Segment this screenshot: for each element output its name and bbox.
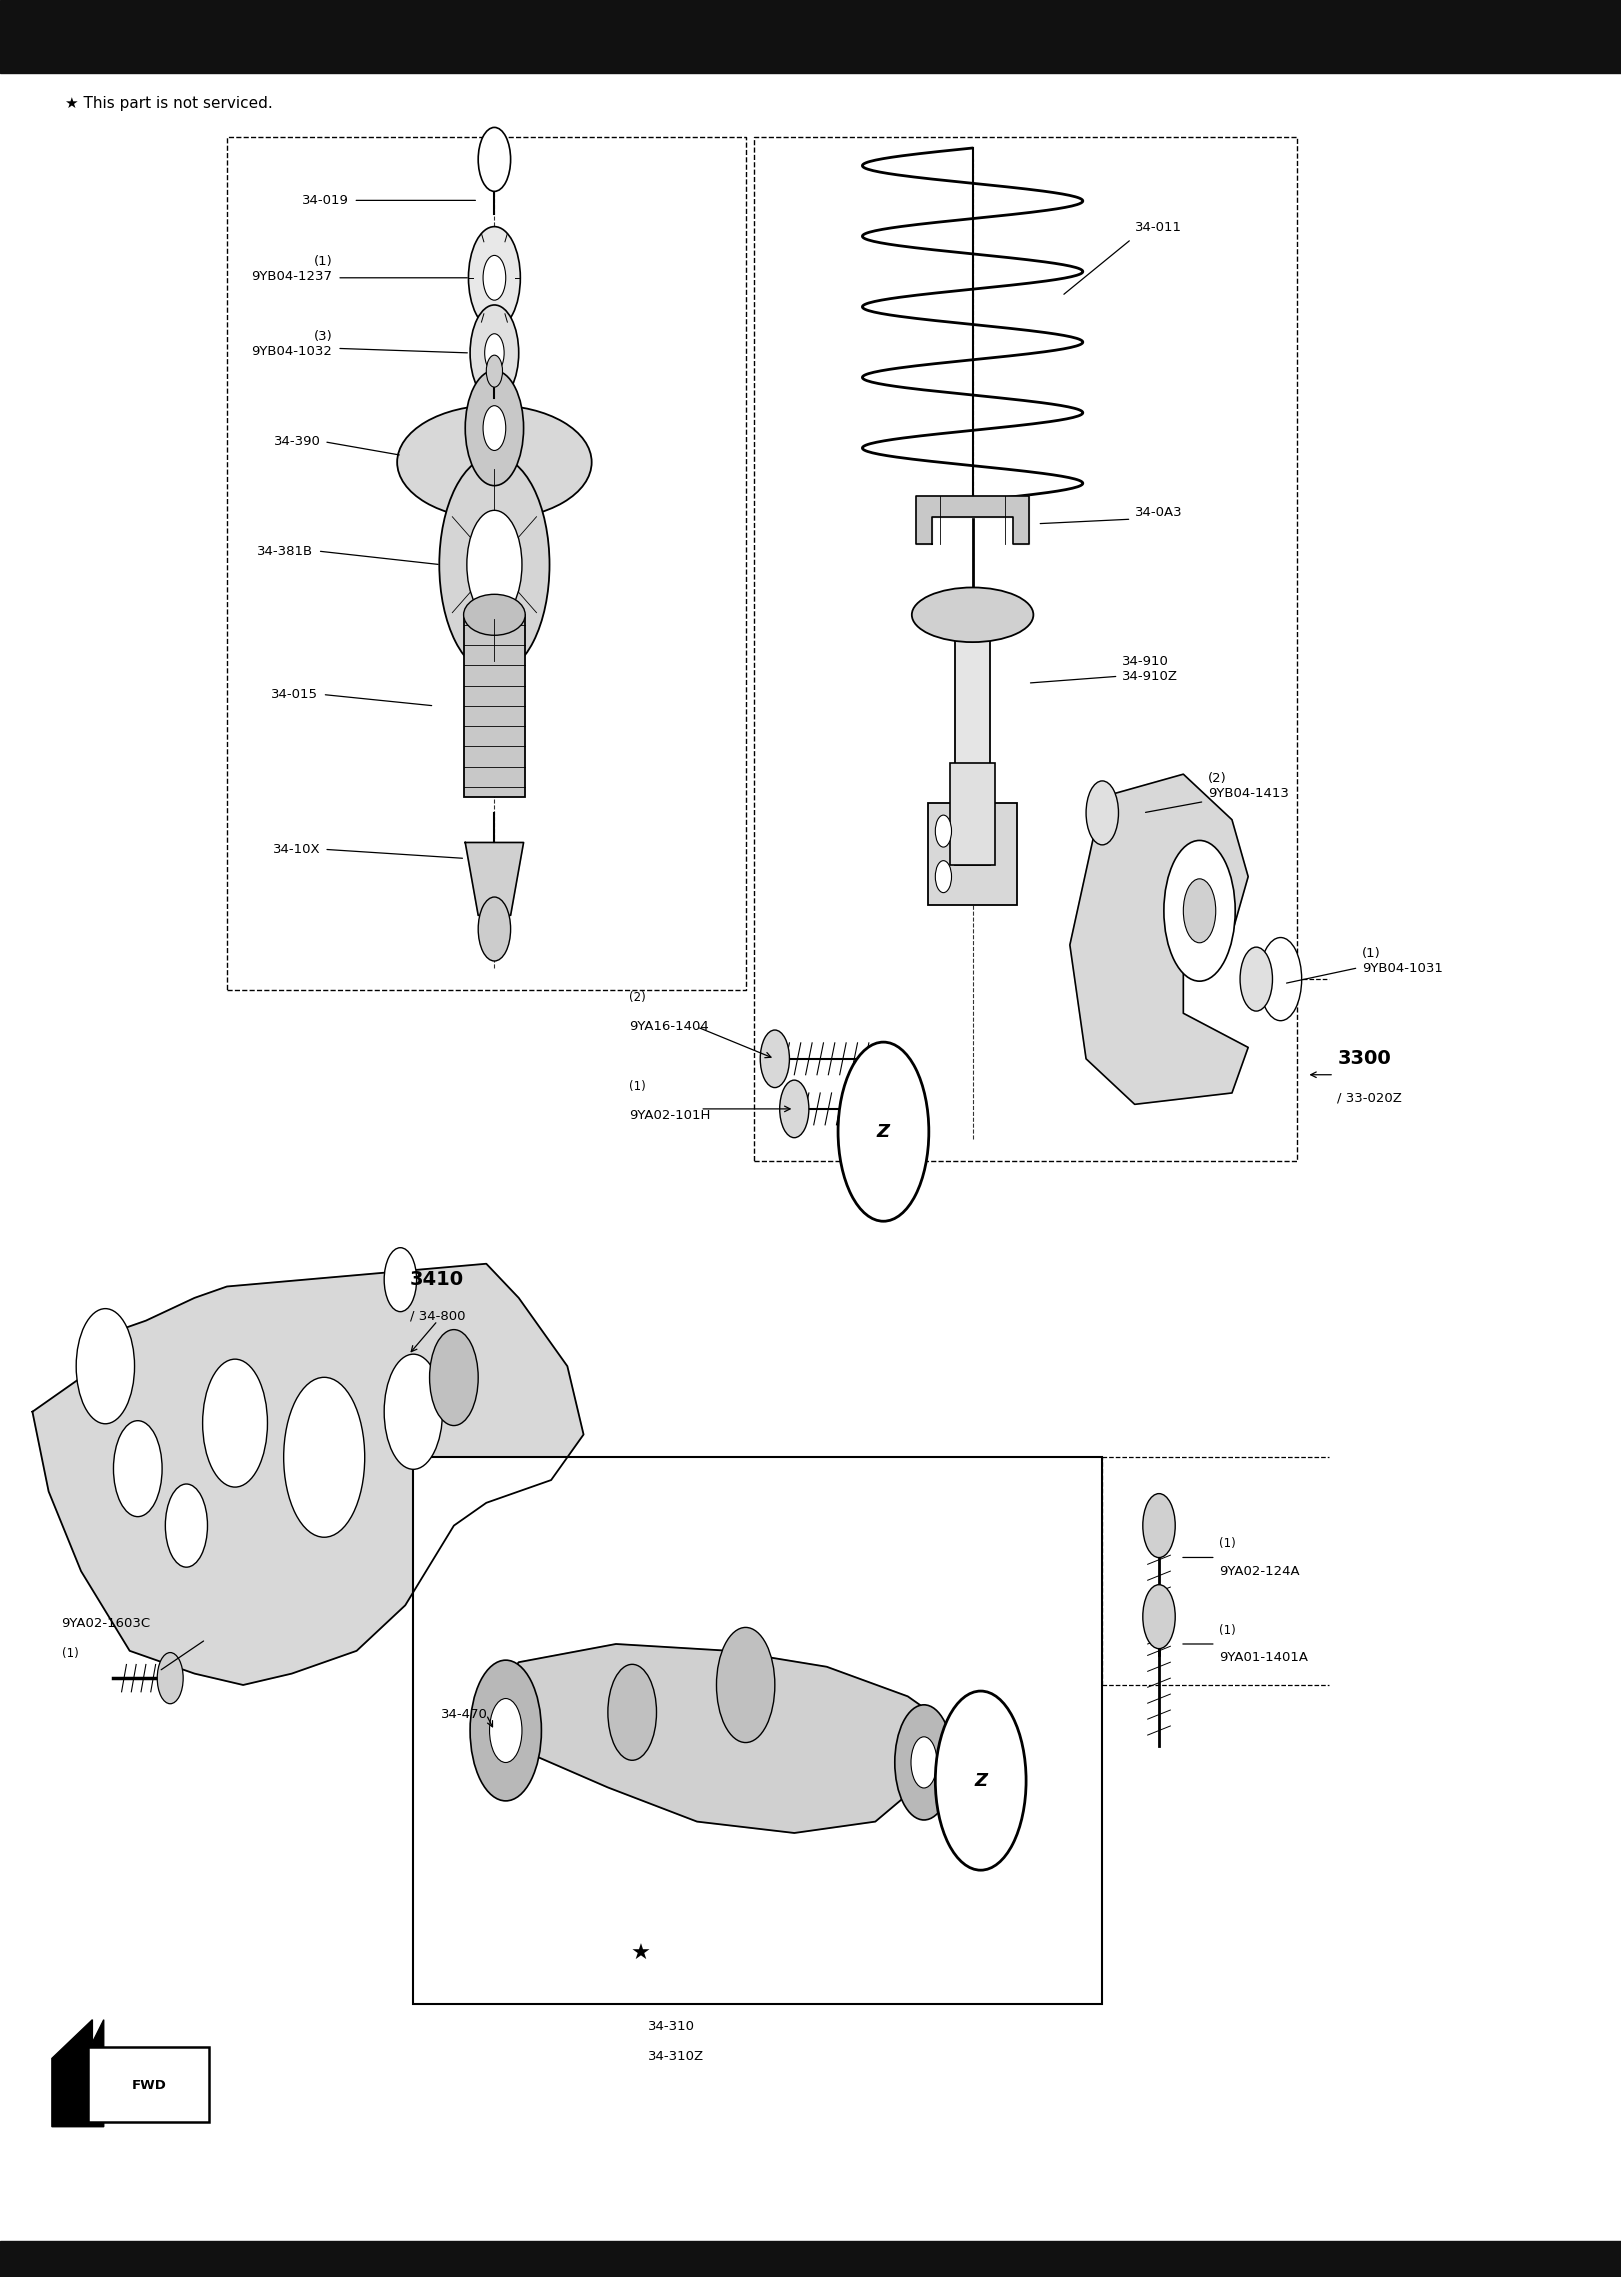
Ellipse shape — [1260, 938, 1302, 1020]
Ellipse shape — [485, 335, 504, 371]
Text: 34-015: 34-015 — [271, 688, 318, 701]
Ellipse shape — [716, 1628, 775, 1742]
Text: (2): (2) — [629, 990, 645, 1004]
Ellipse shape — [203, 1359, 267, 1487]
Text: 34-310: 34-310 — [648, 2020, 695, 2033]
Polygon shape — [465, 842, 524, 915]
Ellipse shape — [490, 1699, 522, 1762]
Ellipse shape — [470, 305, 519, 401]
Text: 9YA02-124A: 9YA02-124A — [1219, 1564, 1300, 1578]
Bar — [413, 1457, 1102, 2004]
Text: ★: ★ — [631, 1945, 650, 1963]
Text: (1)
9YB04-1031: (1) 9YB04-1031 — [1362, 947, 1443, 975]
Ellipse shape — [284, 1378, 365, 1537]
Text: (3)
9YB04-1032: (3) 9YB04-1032 — [251, 330, 332, 357]
Ellipse shape — [430, 1330, 478, 1425]
Ellipse shape — [1143, 1585, 1175, 1649]
Ellipse shape — [467, 510, 522, 619]
Text: 34-0A3: 34-0A3 — [1135, 505, 1182, 519]
Bar — [0, 0, 1621, 73]
Ellipse shape — [608, 1664, 657, 1760]
Ellipse shape — [165, 1485, 207, 1567]
Text: (1)
9YB04-1237: (1) 9YB04-1237 — [251, 255, 332, 282]
Polygon shape — [32, 1264, 584, 1685]
Ellipse shape — [935, 1692, 1026, 1869]
Text: (1): (1) — [62, 1646, 78, 1660]
Text: 34-390: 34-390 — [274, 435, 321, 449]
Text: 34-10X: 34-10X — [274, 842, 321, 856]
Text: (1): (1) — [1219, 1624, 1235, 1637]
Ellipse shape — [483, 255, 506, 301]
Text: (1): (1) — [1219, 1537, 1235, 1551]
Ellipse shape — [1183, 879, 1216, 943]
Ellipse shape — [1240, 947, 1272, 1011]
Bar — [927, 802, 1018, 904]
Bar — [464, 615, 525, 797]
Ellipse shape — [780, 1079, 809, 1138]
Text: Z: Z — [877, 1123, 890, 1141]
Bar — [0, 2241, 1621, 2277]
Text: 9YA02-1603C: 9YA02-1603C — [62, 1617, 151, 1630]
Ellipse shape — [1164, 840, 1235, 981]
Ellipse shape — [1086, 781, 1118, 845]
Text: 3410: 3410 — [410, 1271, 464, 1289]
Text: FWD: FWD — [131, 2079, 167, 2093]
Ellipse shape — [465, 371, 524, 485]
Ellipse shape — [935, 861, 952, 893]
Text: (1): (1) — [629, 1079, 645, 1093]
Ellipse shape — [76, 1309, 135, 1423]
Bar — [88, 2047, 209, 2122]
Ellipse shape — [384, 1355, 443, 1469]
Ellipse shape — [483, 405, 506, 451]
Ellipse shape — [911, 587, 1034, 642]
Ellipse shape — [468, 228, 520, 328]
Ellipse shape — [1143, 1494, 1175, 1557]
Text: 34-011: 34-011 — [1135, 221, 1182, 235]
Text: 9YA16-1404: 9YA16-1404 — [629, 1020, 708, 1034]
Ellipse shape — [486, 355, 503, 387]
Ellipse shape — [470, 1660, 541, 1801]
Text: 3300: 3300 — [1337, 1050, 1391, 1068]
Text: 9YA02-101H: 9YA02-101H — [629, 1109, 710, 1123]
Ellipse shape — [478, 128, 511, 191]
Text: / 34-800: / 34-800 — [410, 1309, 465, 1323]
Ellipse shape — [397, 405, 592, 519]
Ellipse shape — [911, 1737, 937, 1787]
Polygon shape — [916, 496, 1029, 544]
Bar — [950, 763, 995, 865]
Ellipse shape — [895, 1705, 953, 1819]
Text: ★ This part is not serviced.: ★ This part is not serviced. — [65, 96, 272, 112]
Ellipse shape — [439, 455, 550, 674]
Bar — [955, 603, 990, 865]
Ellipse shape — [157, 1653, 183, 1703]
Text: Z: Z — [974, 1772, 987, 1790]
Ellipse shape — [464, 594, 525, 635]
Ellipse shape — [478, 897, 511, 961]
Polygon shape — [52, 2020, 104, 2127]
Text: / 33-020Z: / 33-020Z — [1337, 1091, 1402, 1104]
Ellipse shape — [838, 1043, 929, 1220]
Text: 34-910
34-910Z: 34-910 34-910Z — [1122, 656, 1178, 683]
Text: 34-470: 34-470 — [441, 1708, 488, 1721]
Ellipse shape — [384, 1248, 417, 1312]
Ellipse shape — [935, 815, 952, 847]
Ellipse shape — [760, 1029, 789, 1088]
Ellipse shape — [113, 1421, 162, 1516]
Polygon shape — [1070, 774, 1248, 1104]
Text: 9YA01-1401A: 9YA01-1401A — [1219, 1651, 1308, 1664]
Text: 34-381B: 34-381B — [256, 544, 313, 558]
Text: (2)
9YB04-1413: (2) 9YB04-1413 — [1208, 772, 1289, 799]
Polygon shape — [478, 1644, 956, 1833]
Text: 34-310Z: 34-310Z — [648, 2049, 705, 2063]
Text: 34-019: 34-019 — [302, 194, 349, 207]
